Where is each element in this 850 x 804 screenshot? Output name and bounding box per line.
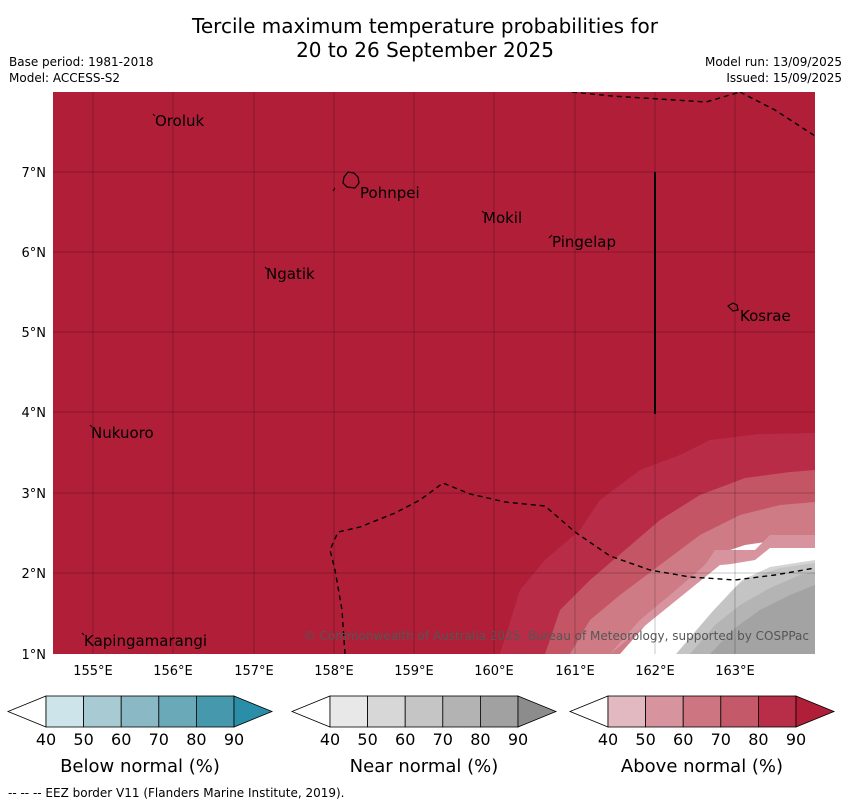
colorbar-tick-label: 80 xyxy=(748,730,768,749)
colorbar-tick-label: 50 xyxy=(357,730,377,749)
latitude-label: 7°N xyxy=(22,166,47,181)
longitude-label: 155°E xyxy=(73,664,113,679)
pohnpei-island-outline xyxy=(342,171,360,189)
longitude-label: 163°E xyxy=(715,664,755,679)
colorbar-tick-label: 70 xyxy=(711,730,731,749)
colorbar-1: 40 50 60 70 80 90 Near normal (%) xyxy=(290,695,558,777)
place-label-pingelap: Pingelap xyxy=(552,233,616,251)
latitude-label: 5°N xyxy=(22,326,47,341)
place-label-nukuoro: Nukuoro xyxy=(91,424,154,442)
colorbar-segment xyxy=(195,695,235,728)
kosrae-island-outline xyxy=(727,302,739,312)
longitude-label: 157°E xyxy=(234,664,274,679)
latitude-label: 3°N xyxy=(22,487,47,502)
longitude-label: 162°E xyxy=(635,664,675,679)
colorbar-tick-label: 60 xyxy=(673,730,693,749)
copyright-text: © Commonwealth of Australia 2025, Bureau… xyxy=(304,629,809,643)
colorbar-segment xyxy=(158,695,197,728)
colorbar-title: Near normal (%) xyxy=(350,756,499,777)
colorbar-segment xyxy=(645,695,684,728)
colorbar-tick-label: 90 xyxy=(224,730,244,749)
colorbar-tick-label: 40 xyxy=(598,730,618,749)
colorbar-segment xyxy=(442,695,481,728)
colorbar-tick-label: 80 xyxy=(186,730,206,749)
colorbar-title: Above normal (%) xyxy=(621,756,783,777)
longitude-label: 159°E xyxy=(394,664,434,679)
colorbar-tick-label: 60 xyxy=(111,730,131,749)
longitude-label: 158°E xyxy=(314,664,354,679)
colorbar-max-arrow xyxy=(233,695,274,728)
place-label-pohnpei: Pohnpei xyxy=(360,184,420,202)
colorbar-segment xyxy=(83,695,122,728)
colorbar-segment xyxy=(682,695,722,728)
latitude-label: 1°N xyxy=(22,648,47,663)
colorbar-min-arrow xyxy=(568,695,609,728)
colorbar-tick-label: 80 xyxy=(470,730,490,749)
map-title-line-2: 20 to 26 September 2025 xyxy=(296,38,554,62)
place-labels: Oroluk Pohnpei Mokil Pingelap Ngatik Kos… xyxy=(84,112,791,650)
longitude-label: 160°E xyxy=(474,664,514,679)
latitude-label: 4°N xyxy=(22,406,47,421)
pohnpei-islet xyxy=(332,187,336,192)
colorbar-segment xyxy=(120,695,160,728)
colorbar-tick-label: 70 xyxy=(433,730,453,749)
place-label-mokil: Mokil xyxy=(483,209,522,227)
place-label-oroluk: Oroluk xyxy=(155,112,204,130)
colorbar-segment xyxy=(720,695,759,728)
eez-footnote: -- -- -- EEZ border V11 (Flanders Marine… xyxy=(8,786,345,800)
colorbar-max-arrow xyxy=(517,695,558,728)
colorbar-min-arrow xyxy=(290,695,331,728)
colorbar-segment xyxy=(607,695,646,728)
longitude-labels: 155°E 156°E 157°E 158°E 159°E 160°E 161°E 162°E… xyxy=(73,664,755,679)
white-stripe xyxy=(650,548,815,654)
eez-border xyxy=(329,92,815,654)
near-normal-90-band xyxy=(710,585,815,654)
longitude-label: 161°E xyxy=(555,664,595,679)
latitude-label: 2°N xyxy=(22,567,47,582)
above-normal-50-band xyxy=(610,535,815,654)
colorbar-segment xyxy=(367,695,406,728)
colorbar-segment xyxy=(45,695,84,728)
colorbar-tick-label: 50 xyxy=(635,730,655,749)
model-run-label: Model run: 13/09/2025 xyxy=(704,55,842,69)
colorbar-tick-label: 50 xyxy=(73,730,93,749)
colorbar-tick-label: 90 xyxy=(786,730,806,749)
place-label-ngatik: Ngatik xyxy=(266,265,315,283)
colorbar-tick-label: 60 xyxy=(395,730,415,749)
base-period-label: Base period: 1981-2018 xyxy=(9,55,154,69)
latitude-label: 6°N xyxy=(22,246,47,261)
longitude-label: 156°E xyxy=(153,664,193,679)
latitude-labels: 7°N 6°N 5°N 4°N 3°N 2°N 1°N xyxy=(22,166,47,663)
colorbar-segment xyxy=(479,695,519,728)
place-label-kosrae: Kosrae xyxy=(740,307,791,325)
map-title-line-1: Tercile maximum temperature probabilitie… xyxy=(192,14,658,38)
place-label-kapingamarangi: Kapingamarangi xyxy=(84,632,207,650)
model-label: Model: ACCESS-S2 xyxy=(9,71,121,85)
colorbar-segment xyxy=(404,695,444,728)
colorbar-min-arrow xyxy=(6,695,47,728)
colorbar-title: Below normal (%) xyxy=(60,756,220,777)
map-area xyxy=(53,92,815,654)
issued-label: Issued: 15/09/2025 xyxy=(726,71,842,85)
colorbar-tick-label: 40 xyxy=(320,730,340,749)
colorbar-segment xyxy=(329,695,368,728)
colorbar-tick-label: 70 xyxy=(149,730,169,749)
colorbar-max-arrow xyxy=(795,695,836,728)
colorbar-tick-label: 40 xyxy=(36,730,56,749)
place-markers xyxy=(81,113,553,636)
colorbar-tick-label: 90 xyxy=(508,730,528,749)
colorbar-segment xyxy=(758,695,797,728)
